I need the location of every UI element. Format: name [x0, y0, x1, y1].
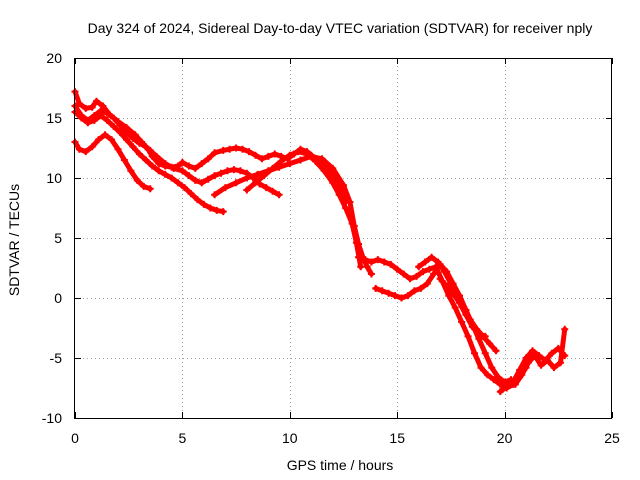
- data-point: [146, 185, 154, 193]
- chart-tick-labels: 0 5 10 15 20 25 -10 -5 0 5 10 15 20: [42, 50, 620, 446]
- data-point-trail: [472, 350, 484, 371]
- y-tick-label: -5: [50, 350, 63, 366]
- series-arc-10: [436, 275, 489, 340]
- series-arc-4: [71, 131, 154, 193]
- data-point: [561, 325, 569, 333]
- data-point-trail: [343, 205, 355, 227]
- data-point: [275, 191, 283, 199]
- data-point: [357, 263, 365, 271]
- y-tick-label: 5: [54, 230, 62, 246]
- data-point: [492, 347, 500, 355]
- x-tick-label: 20: [497, 430, 513, 446]
- y-tick-label: 10: [46, 170, 62, 186]
- data-point-trail: [465, 333, 478, 356]
- y-tick-label: -10: [42, 410, 62, 426]
- chart-title: Day 324 of 2024, Sidereal Day-to-day VTE…: [88, 20, 593, 36]
- x-tick-label: 15: [389, 430, 405, 446]
- chart-grid: [75, 58, 612, 418]
- x-axis-label: GPS time / hours: [287, 457, 394, 473]
- plot-frame: [74, 58, 612, 419]
- data-point-trail: [557, 326, 568, 366]
- series-arc-12: [511, 325, 569, 388]
- chart-points: [71, 88, 569, 396]
- data-point-trail: [452, 305, 465, 325]
- data-point-trail: [341, 182, 353, 205]
- data-point: [367, 270, 375, 278]
- y-tick-label: 20: [46, 50, 62, 66]
- x-tick-label: 10: [282, 430, 298, 446]
- y-tick-label: 15: [46, 110, 62, 126]
- data-point-trail: [476, 336, 488, 356]
- data-point-trail: [330, 165, 346, 188]
- data-point: [481, 332, 489, 340]
- data-point-trail: [459, 319, 471, 339]
- y-axis-label: SDTVAR / TECUs: [6, 184, 22, 296]
- data-point-trail: [482, 350, 495, 371]
- x-tick-label: 5: [179, 430, 187, 446]
- y-tick-label: 0: [54, 290, 62, 306]
- data-point-trail: [487, 341, 499, 354]
- x-tick-label: 0: [71, 430, 79, 446]
- data-point: [219, 208, 227, 216]
- series-arc-3: [71, 108, 227, 216]
- x-tick-label: 25: [604, 430, 620, 446]
- series-arc-6: [243, 148, 365, 271]
